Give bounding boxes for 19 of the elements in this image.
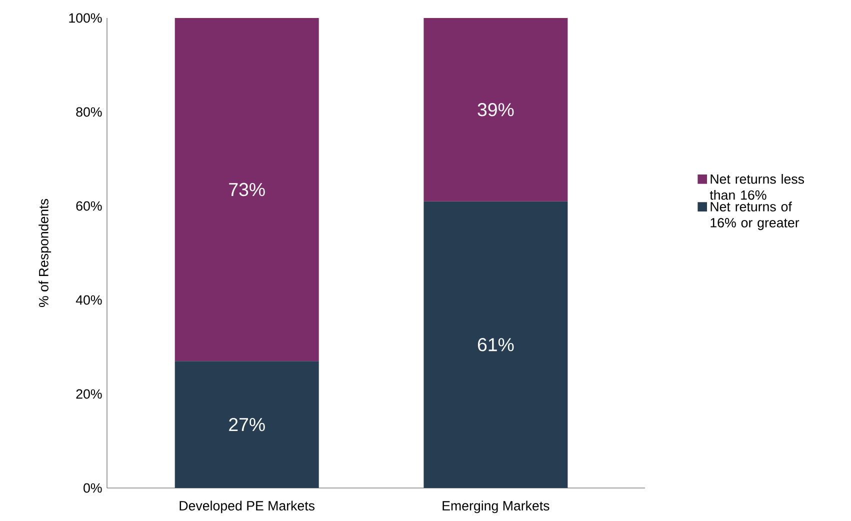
y-tick-label: 20% xyxy=(76,389,102,399)
y-tick-label: 40% xyxy=(76,295,102,305)
x-tick-label: Emerging Markets xyxy=(442,500,550,514)
legend-label: Net returns of 16% or greater xyxy=(710,202,800,230)
data-label: 27% xyxy=(229,418,265,432)
data-label: 39% xyxy=(478,103,514,116)
bar xyxy=(424,201,568,488)
y-tick-label: 60% xyxy=(76,201,102,211)
y-tick-label: 100% xyxy=(69,13,102,23)
data-label: 61% xyxy=(478,338,514,352)
y-tick-label: 0% xyxy=(84,483,102,493)
bar xyxy=(174,18,319,362)
legend-label: Net returns less than 16% xyxy=(710,174,804,200)
y-tick-label: 80% xyxy=(76,107,102,117)
bar xyxy=(424,18,568,202)
x-tick-label: Developed PE Markets xyxy=(180,500,315,514)
bar xyxy=(174,361,319,488)
data-label: 73% xyxy=(229,182,265,196)
y-axis-title: % of Respondents xyxy=(38,199,52,307)
